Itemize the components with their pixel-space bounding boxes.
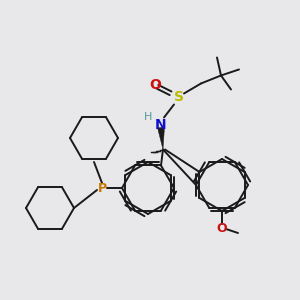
Text: O: O — [217, 223, 227, 236]
Text: P: P — [98, 182, 106, 194]
Text: O: O — [149, 79, 161, 92]
Text: N: N — [155, 118, 167, 133]
Text: S: S — [174, 91, 184, 104]
Polygon shape — [158, 127, 164, 149]
Text: H: H — [144, 112, 152, 122]
